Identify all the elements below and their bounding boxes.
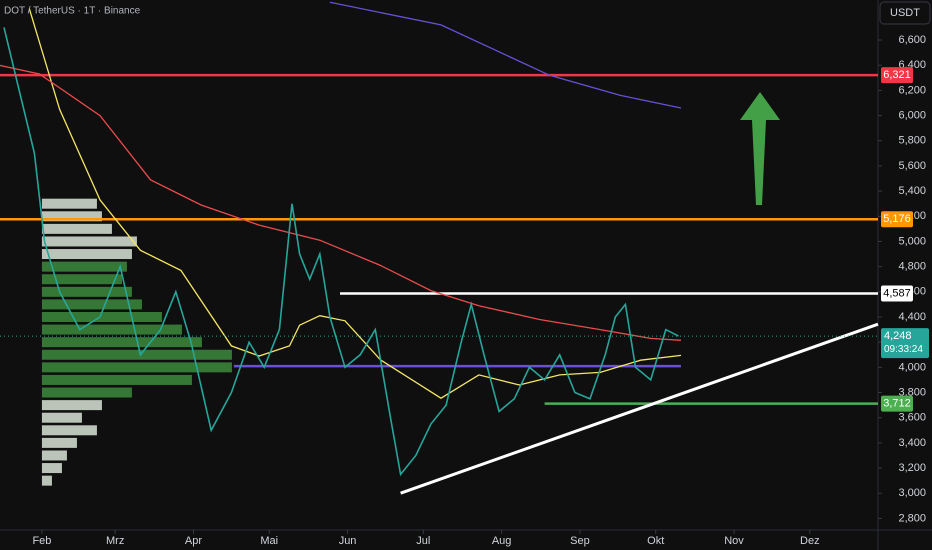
- level-tag: [881, 211, 913, 228]
- y-tick-label: 5,400: [898, 185, 926, 197]
- volume-profile-bar: [41, 223, 112, 234]
- level-label: 6,321: [883, 69, 911, 81]
- level-tag: [881, 67, 913, 84]
- chart-title: DOT / TetherUS · 1T · Binance: [4, 6, 141, 17]
- level-label: 5,176: [883, 213, 911, 225]
- up-arrow: [740, 92, 780, 205]
- volume-profile-bar: [41, 274, 122, 285]
- y-tick-label: 3,800: [898, 386, 926, 398]
- trendline: [400, 322, 879, 495]
- volume-profile-bar: [41, 400, 102, 411]
- y-tick-label: 6,600: [898, 34, 926, 46]
- x-tick-label: Apr: [185, 535, 202, 547]
- y-tick-label: 5,800: [898, 135, 926, 147]
- current-price-tag: [881, 328, 929, 359]
- y-tick-label: 4,000: [898, 361, 926, 373]
- currency[interactable]: USDT: [890, 7, 920, 19]
- moving-average: [329, 1, 682, 109]
- level-label: 3,712: [883, 398, 911, 410]
- level-label: 4,587: [883, 287, 911, 299]
- level-tag: [881, 285, 913, 302]
- volume-profile-bar: [41, 324, 182, 335]
- x-tick-label: Sep: [570, 535, 590, 547]
- x-tick-label: Mai: [260, 535, 278, 547]
- x-tick-label: Okt: [647, 535, 664, 547]
- volume-profile-bar: [41, 374, 192, 385]
- volume-profile-bar: [41, 412, 82, 423]
- volume-profile-bar: [41, 261, 127, 272]
- volume-profile-bar: [41, 211, 102, 222]
- y-tick-label: 4,800: [898, 261, 926, 273]
- x-tick-label: Jul: [416, 535, 430, 547]
- countdown: 09:33:24: [884, 344, 923, 355]
- volume-profile-bar: [41, 437, 77, 448]
- x-tick-label: Jun: [339, 535, 357, 547]
- x-tick-label: Feb: [32, 535, 51, 547]
- y-tick-label: 4,400: [898, 311, 926, 323]
- x-tick-label: Dez: [800, 535, 820, 547]
- y-tick-label: 5,600: [898, 160, 926, 172]
- y-tick-label: 3,600: [898, 412, 926, 424]
- moving-average: [28, 8, 682, 399]
- y-tick-label: 6,200: [898, 84, 926, 96]
- volume-profile-bar: [41, 349, 232, 360]
- volume-profile-bar: [41, 475, 52, 486]
- y-tick-label: 3,400: [898, 437, 926, 449]
- volume-profile-bar: [41, 249, 132, 260]
- level-tag: [881, 395, 913, 412]
- y-tick-label: 5,000: [898, 235, 926, 247]
- volume-profile-bar: [41, 463, 62, 474]
- x-tick-label: Aug: [492, 535, 512, 547]
- volume-profile-bar: [41, 425, 97, 436]
- price-line: [3, 27, 679, 477]
- volume-profile-bar: [41, 337, 202, 348]
- y-tick-label: 3,000: [898, 487, 926, 499]
- volume-profile-bar: [41, 198, 97, 209]
- plot: [0, 1, 879, 495]
- volume-profile-bar: [41, 299, 142, 310]
- y-tick-label: 2,800: [898, 512, 926, 524]
- current-price-label: 4,248: [884, 330, 912, 342]
- currency-button[interactable]: [879, 1, 931, 25]
- volume-profile-bar: [41, 362, 232, 373]
- volume-profile-bar: [41, 236, 137, 247]
- x-tick-label: Nov: [724, 535, 744, 547]
- y-tick-label: 6,000: [898, 109, 926, 121]
- x-tick-label: Mrz: [106, 535, 124, 547]
- volume-profile-bar: [41, 311, 162, 322]
- volume-profile-bar: [41, 387, 132, 398]
- volume-profile-bar: [41, 286, 132, 297]
- moving-average: [0, 64, 682, 341]
- y-tick-label: 3,200: [898, 462, 926, 474]
- volume-profile-bar: [41, 450, 67, 461]
